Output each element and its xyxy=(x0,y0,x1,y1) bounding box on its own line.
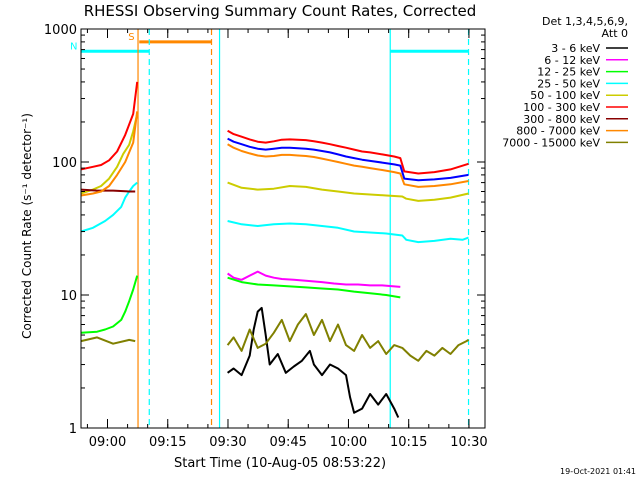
x-tick-label-6: 10:15 xyxy=(390,435,427,450)
series-8-segment-1 xyxy=(80,111,139,197)
series-layer xyxy=(80,81,470,418)
x-tick-label-5: 10:00 xyxy=(330,435,367,450)
series-9-segment-2 xyxy=(226,313,470,362)
legend-label-1: 3 - 6 keV xyxy=(551,42,600,55)
series-5-segment-2 xyxy=(227,181,469,202)
x-tick-label-3: 09:30 xyxy=(209,435,246,450)
legend-label-8: 800 - 7000 keV xyxy=(516,125,600,138)
render-timestamp: 19-Oct-2021 01:41 xyxy=(560,467,636,476)
legend-title-line-1: Det 1,3,4,5,6,9, xyxy=(542,15,628,28)
x-tick-label-1: 09:00 xyxy=(89,435,126,450)
legend-title-line-2: Att 0 xyxy=(602,27,628,40)
y-tick-label-4: 1000 xyxy=(44,23,77,38)
x-tick-label-4: 09:45 xyxy=(269,435,306,450)
series-2-segment-1 xyxy=(227,270,401,288)
plot-frame xyxy=(80,28,486,429)
series-7-segment-1 xyxy=(80,188,136,193)
y-axis-label: Corrected Count Rate (s⁻¹ detector⁻¹) xyxy=(20,113,34,339)
series-9-segment-1 xyxy=(80,336,136,345)
series-1-segment-1 xyxy=(227,306,400,418)
y-tick-label-3: 100 xyxy=(52,156,77,171)
series-6-segment-2 xyxy=(227,129,469,175)
legend-label-5: 50 - 100 keV xyxy=(530,89,600,102)
flag-label-n: N xyxy=(70,41,77,52)
series-3-segment-1 xyxy=(80,275,139,334)
legend-label-6: 100 - 300 keV xyxy=(523,101,600,114)
annotation-layer: SN xyxy=(70,29,470,428)
legend-label-9: 7000 - 15000 keV xyxy=(502,136,600,149)
series-10-segment-1 xyxy=(227,137,469,182)
series-3-segment-2 xyxy=(227,276,401,299)
series-4-segment-2 xyxy=(227,220,469,244)
chart-title: RHESSI Observing Summary Count Rates, Co… xyxy=(84,2,477,20)
legend-label-2: 6 - 12 keV xyxy=(544,54,600,67)
series-5-segment-1 xyxy=(80,113,139,195)
series-8-segment-2 xyxy=(227,143,469,188)
series-4-segment-1 xyxy=(80,181,138,233)
legend-label-3: 12 - 25 keV xyxy=(537,66,600,79)
axes-layer: 1 10 100 1000 09:00 09:15 09:30 09:45 10:00 10:15… xyxy=(44,23,488,450)
y-tick-label-2: 10 xyxy=(60,289,77,304)
x-axis-label: Start Time (10-Aug-05 08:53:22) xyxy=(174,456,386,471)
x-tick-label-7: 10:30 xyxy=(450,435,487,450)
flag-label-s: S xyxy=(128,32,134,43)
y-tick-label-1: 1 xyxy=(69,422,77,437)
series-6-segment-1 xyxy=(80,81,139,171)
x-tick-label-2: 09:15 xyxy=(149,435,186,450)
legend-label-4: 25 - 50 keV xyxy=(537,77,600,90)
legend-label-7: 300 - 800 keV xyxy=(523,113,600,126)
